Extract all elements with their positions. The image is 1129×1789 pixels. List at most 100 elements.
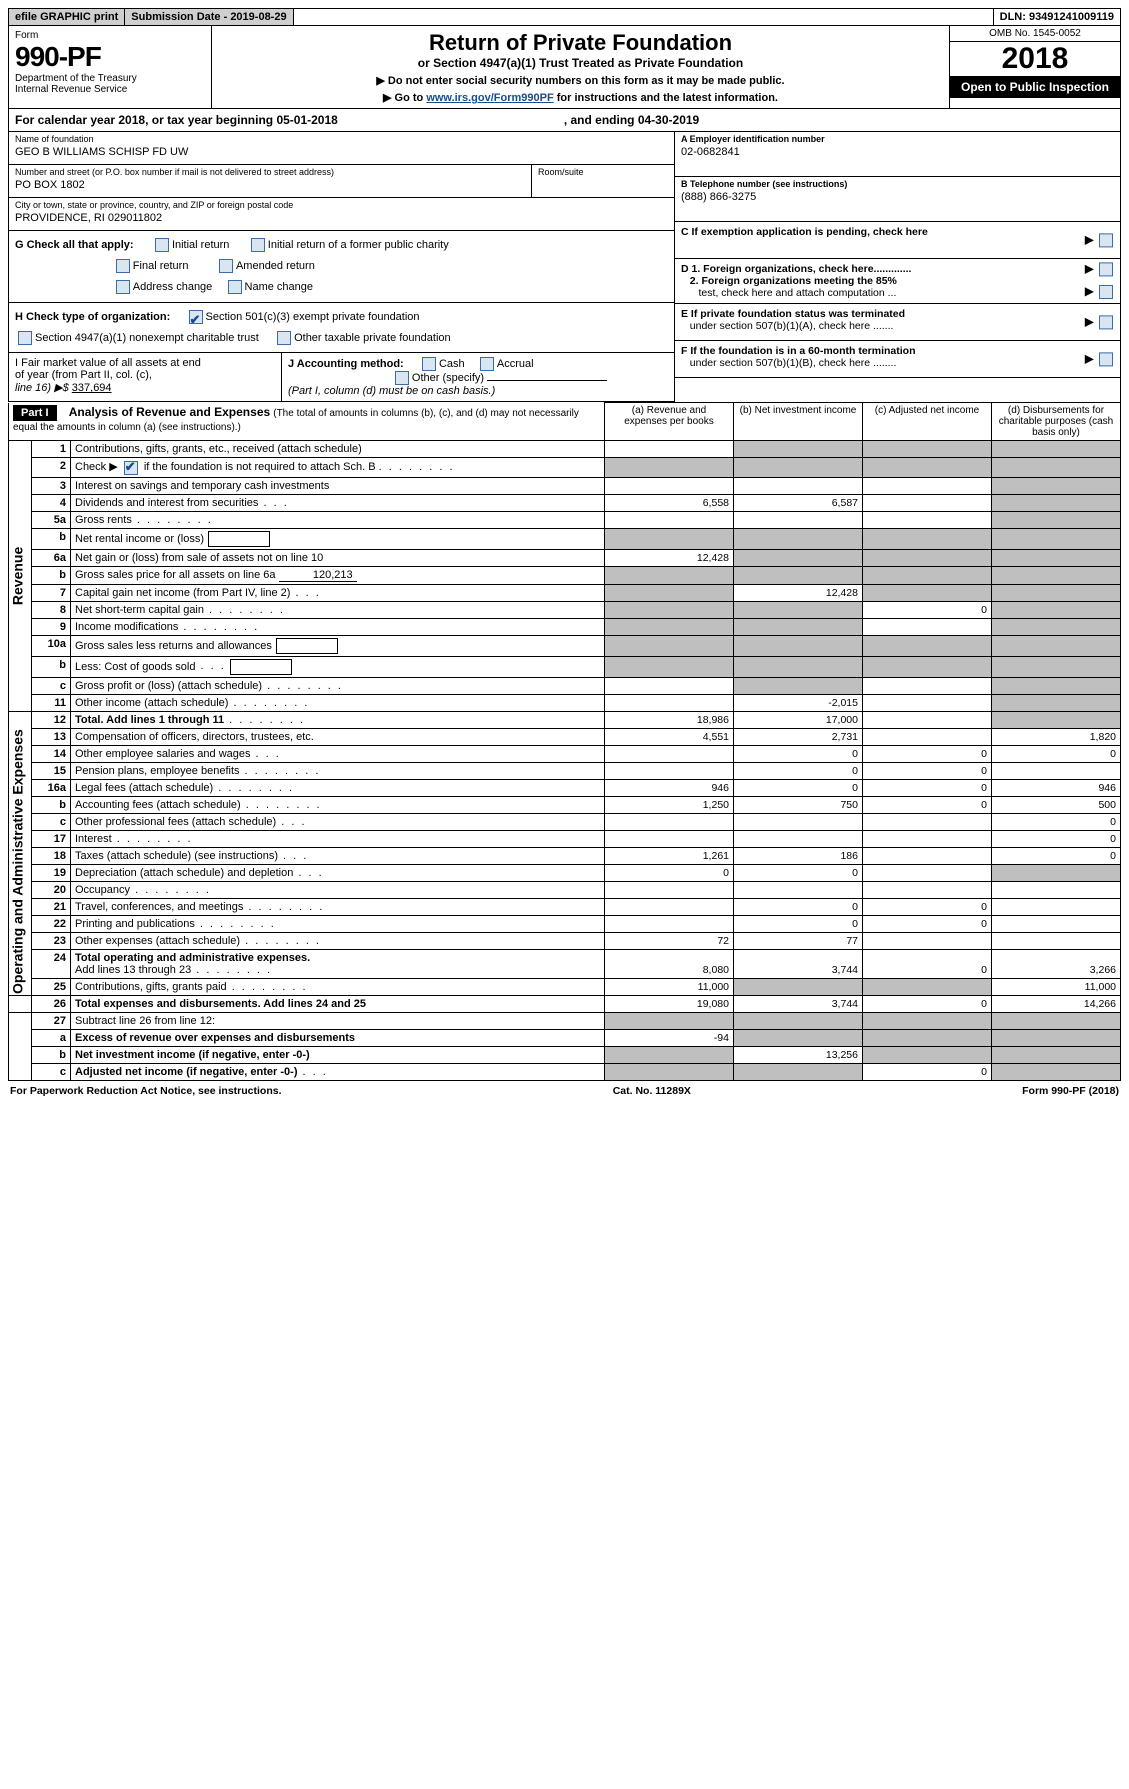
r27a-a: -94 [605,1029,734,1046]
city-cell: City or town, state or province, country… [9,198,674,231]
open-to-public: Open to Public Inspection [950,76,1120,98]
chk-other-method[interactable] [395,371,409,385]
foundation-name-cell: Name of foundation GEO B WILLIAMS SCHISP… [9,132,674,165]
r16a-d: 946 [992,779,1121,796]
r5a-t: Gross rents [75,514,132,526]
row-20: 20 Occupancy [9,881,1121,898]
footer-mid: Cat. No. 11289X [613,1085,691,1097]
row-5b: b Net rental income or (loss) [9,528,1121,549]
r10a-t: Gross sales less returns and allowances [75,639,272,651]
phone-cell: B Telephone number (see instructions) (8… [675,177,1120,222]
chk-d2[interactable] [1099,285,1113,299]
chk-name-change[interactable] [228,280,242,294]
chk-d1[interactable] [1099,263,1113,277]
e2-label: under section 507(b)(1)(A), check here .… [690,320,894,332]
r1-desc: Contributions, gifts, grants, etc., rece… [71,441,605,458]
row-27b: b Net investment income (if negative, en… [9,1046,1121,1063]
r24b-t: Add lines 13 through 23 [75,964,191,976]
r26-desc: Total expenses and disbursements. Add li… [71,995,605,1012]
dln: DLN: 93491241009119 [994,9,1120,25]
instr2-pre: ▶ Go to [383,92,426,104]
r26-c: 0 [863,995,992,1012]
instr-goto: ▶ Go to www.irs.gov/Form990PF for instru… [218,91,943,104]
r27c-desc: Adjusted net income (if negative, enter … [71,1063,605,1080]
j-note: (Part I, column (d) must be on cash basi… [288,385,495,397]
identity-left: Name of foundation GEO B WILLIAMS SCHISP… [9,132,675,402]
chk-f[interactable] [1099,353,1113,367]
chk-sch-b[interactable] [124,461,138,475]
row-11: 11 Other income (attach schedule) -2,015 [9,694,1121,711]
chk-c[interactable] [1099,234,1113,248]
g-addr-change: Address change [133,281,213,293]
r14-c: 0 [863,745,992,762]
r19-a: 0 [605,864,734,881]
r24-a: 8,080 [605,949,734,978]
name-label: Name of foundation [15,134,668,144]
row-16b: b Accounting fees (attach schedule) 1,25… [9,796,1121,813]
r22-c: 0 [863,915,992,932]
chk-accrual[interactable] [480,357,494,371]
chk-address-change[interactable] [116,280,130,294]
chk-501c3[interactable] [189,310,203,324]
calendar-year-bar: For calendar year 2018, or tax year begi… [8,109,1121,132]
r26-d: 14,266 [992,995,1121,1012]
r10b-box [230,659,292,675]
r20-t: Occupancy [75,884,130,896]
r7-b: 12,428 [734,584,863,601]
f1-label: F If the foundation is in a 60-month ter… [681,345,916,357]
row-18: 18 Taxes (attach schedule) (see instruct… [9,847,1121,864]
row-27a: a Excess of revenue over expenses and di… [9,1029,1121,1046]
form-title: Return of Private Foundation [218,30,943,56]
row-10b: b Less: Cost of goods sold [9,656,1121,677]
chk-cash[interactable] [422,357,436,371]
r11-t: Other income (attach schedule) [75,697,228,709]
r16a-c: 0 [863,779,992,796]
side-expenses: Operating and Administrative Expenses [9,728,32,995]
room-label: Room/suite [538,167,668,177]
r19-t: Depreciation (attach schedule) and deple… [75,867,293,879]
r16c-d: 0 [992,813,1121,830]
part1-title: Analysis of Revenue and Expenses [69,405,270,419]
r27-desc: Subtract line 26 from line 12: [71,1012,605,1029]
r13-a: 4,551 [605,728,734,745]
r2-desc: Check ▶ if the foundation is not require… [71,458,605,477]
city-value: PROVIDENCE, RI 029011802 [15,212,668,224]
r16c-desc: Other professional fees (attach schedule… [71,813,605,830]
row-6b: b Gross sales price for all assets on li… [9,566,1121,584]
r10c-desc: Gross profit or (loss) (attach schedule) [71,677,605,694]
chk-4947a1[interactable] [18,331,32,345]
chk-initial-former[interactable] [251,238,265,252]
col-j: J Accounting method: Cash Accrual Other … [282,353,674,401]
chk-amended[interactable] [219,259,233,273]
r14-d: 0 [992,745,1121,762]
row-27c: c Adjusted net income (if negative, ente… [9,1063,1121,1080]
col-c-head: (c) Adjusted net income [863,403,992,441]
r10b-t: Less: Cost of goods sold [75,660,195,672]
chk-e[interactable] [1099,316,1113,330]
row-22: 22 Printing and publications 0 0 [9,915,1121,932]
r18-t: Taxes (attach schedule) (see instruction… [75,850,278,862]
address-row: Number and street (or P.O. box number if… [9,165,674,198]
r24-c: 0 [863,949,992,978]
b-value: (888) 866-3275 [681,191,1114,203]
r25-a: 11,000 [605,978,734,995]
chk-final-return[interactable] [116,259,130,273]
r17-d: 0 [992,830,1121,847]
r24-d: 3,266 [992,949,1121,978]
r27a-desc: Excess of revenue over expenses and disb… [71,1029,605,1046]
instr2-post: for instructions and the latest informat… [554,92,778,104]
address-cell: Number and street (or P.O. box number if… [9,165,532,198]
r5b-box [208,531,270,547]
r17-desc: Interest [71,830,605,847]
row-1: Revenue 1 Contributions, gifts, grants, … [9,441,1121,458]
j-label: J Accounting method: [288,358,404,370]
chk-other-taxable[interactable] [277,331,291,345]
r3-desc: Interest on savings and temporary cash i… [71,477,605,494]
r25-t: Contributions, gifts, grants paid [75,981,227,993]
r4-a: 6,558 [605,494,734,511]
chk-initial-return[interactable] [155,238,169,252]
r19-desc: Depreciation (attach schedule) and deple… [71,864,605,881]
r17-t: Interest [75,833,112,845]
form990pf-link[interactable]: www.irs.gov/Form990PF [426,92,553,104]
part1-label: Part I [13,405,57,421]
